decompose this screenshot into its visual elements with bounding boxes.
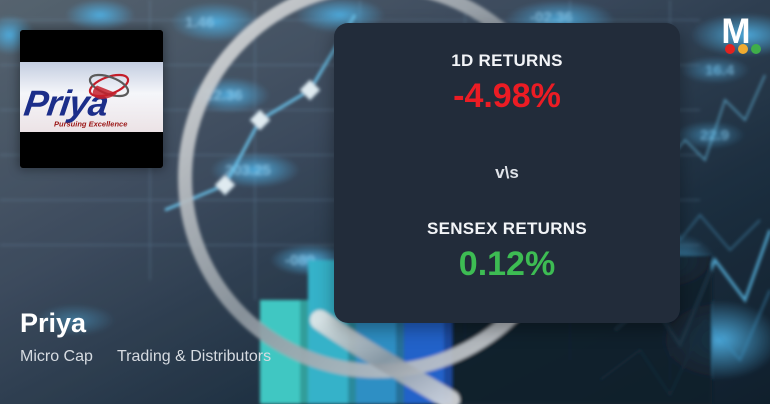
- svg-text:1.46: 1.46: [185, 14, 214, 31]
- svg-text:Pursuing Excellence: Pursuing Excellence: [54, 120, 127, 129]
